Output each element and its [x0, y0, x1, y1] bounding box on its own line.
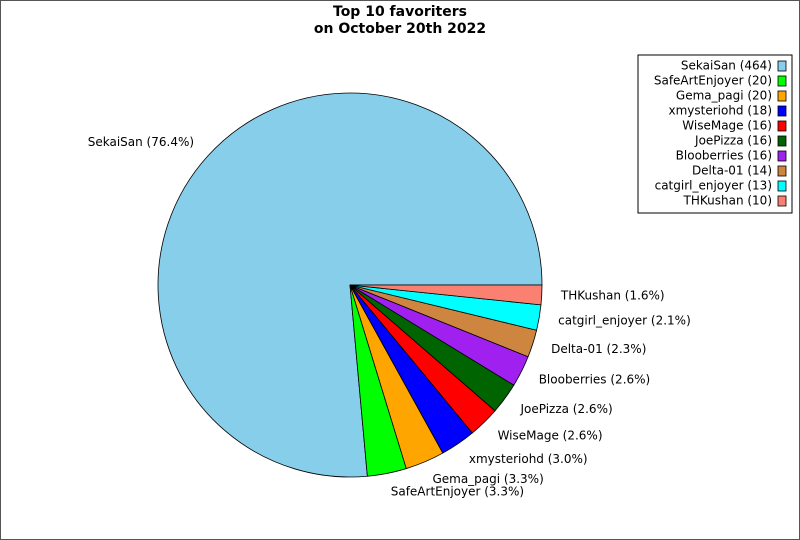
- legend-label: SekaiSan (464): [681, 59, 772, 73]
- legend-swatch: [777, 165, 787, 177]
- legend-label: Gema_pagi (20): [676, 89, 772, 103]
- slice-label: SafeArtEnjoyer (3.3%): [391, 485, 524, 499]
- slice-label: Blooberries (2.6%): [539, 372, 651, 386]
- legend-label: JoePizza (16): [694, 134, 772, 148]
- slice-label: WiseMage (2.6%): [498, 429, 603, 443]
- slice-label: THKushan (1.6%): [560, 288, 665, 302]
- legend-swatch: [777, 60, 787, 72]
- legend-swatch: [777, 75, 787, 87]
- legend-box: [637, 54, 793, 214]
- legend-swatch: [777, 120, 787, 132]
- pie-slice: [349, 284, 543, 306]
- slice-label: catgirl_enjoyer (2.1%): [558, 313, 691, 327]
- legend-swatch: [777, 105, 787, 117]
- legend-label: xmysteriohd (18): [668, 104, 772, 118]
- legend-label: THKushan (10): [683, 194, 773, 208]
- legend-swatch: [777, 135, 787, 147]
- legend-label: SafeArtEnjoyer (20): [654, 74, 772, 88]
- legend-label: Delta-01 (14): [692, 164, 772, 178]
- slice-label: Delta-01 (2.3%): [551, 342, 646, 356]
- chart-title: Top 10 favoriters: [333, 4, 467, 20]
- legend-label: Blooberries (16): [676, 149, 772, 163]
- slice-label: Gema_pagi (3.3%): [432, 472, 543, 486]
- chart-title: on October 20th 2022: [314, 21, 486, 37]
- slice-label: xmysteriohd (3.0%): [469, 452, 588, 466]
- legend-swatch: [777, 195, 787, 207]
- slice-label: JoePizza (2.6%): [519, 402, 612, 416]
- legend-label: WiseMage (16): [682, 119, 772, 133]
- slice-label: SekaiSan (76.4%): [88, 135, 194, 149]
- legend-swatch: [777, 180, 787, 192]
- legend-label: catgirl_enjoyer (13): [655, 179, 772, 193]
- legend-swatch: [777, 90, 787, 102]
- legend-swatch: [777, 150, 787, 162]
